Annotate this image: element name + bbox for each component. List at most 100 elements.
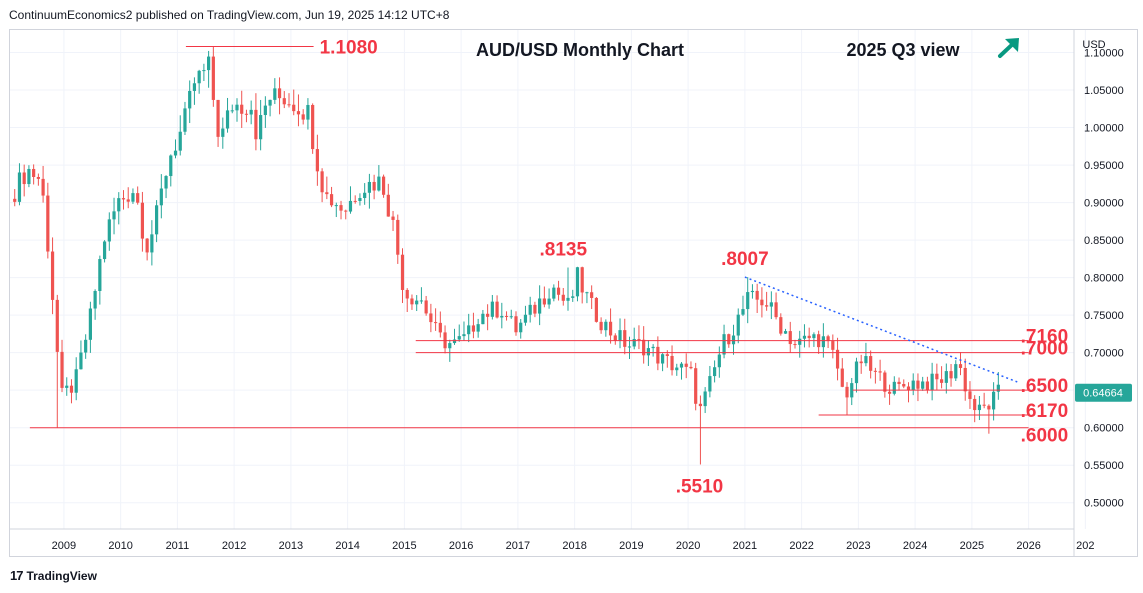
candle-body xyxy=(694,368,698,404)
candle-body xyxy=(727,334,731,345)
candle-body xyxy=(296,111,301,115)
tradingview-brand[interactable]: 17 TradingView xyxy=(10,568,97,583)
candle-body xyxy=(386,194,390,217)
candle-body xyxy=(651,346,655,349)
candle-body xyxy=(396,219,400,255)
candle-body xyxy=(731,335,736,345)
candle-body xyxy=(306,104,310,120)
candle-body xyxy=(760,299,764,306)
x-tick-label: 2018 xyxy=(562,540,586,552)
candle-body xyxy=(60,351,64,388)
candle-body xyxy=(225,110,230,129)
candle-body xyxy=(410,298,414,305)
candle-body xyxy=(859,361,863,364)
trendline xyxy=(744,276,1018,383)
candle-body xyxy=(887,391,892,394)
candle-body xyxy=(973,398,977,411)
candle-body xyxy=(670,355,674,371)
candle-body xyxy=(831,341,835,350)
x-tick-label: 2010 xyxy=(108,540,132,552)
candle-body xyxy=(845,386,849,398)
y-tick-label: 0.55000 xyxy=(1084,460,1124,472)
x-tick-label: 2020 xyxy=(676,540,700,552)
candle-body xyxy=(703,391,707,407)
x-tick-label: 2016 xyxy=(449,540,473,552)
y-tick-label: 1.10000 xyxy=(1084,48,1124,60)
candle-body xyxy=(916,380,920,389)
candle-body xyxy=(363,192,367,199)
candle-body xyxy=(448,343,452,349)
candle-body xyxy=(613,335,617,341)
candle-body xyxy=(684,363,688,367)
candle-body xyxy=(84,339,88,353)
candle-body xyxy=(268,99,272,106)
candle-body xyxy=(954,364,958,379)
candle-body xyxy=(826,336,830,342)
candle-body xyxy=(419,300,424,302)
candle-body xyxy=(169,155,173,177)
x-tick-label: 202 xyxy=(1076,540,1094,552)
candle-body xyxy=(741,309,745,315)
candle-body xyxy=(102,241,107,260)
candle-body xyxy=(679,363,684,368)
candle-body xyxy=(883,372,887,392)
x-tick-label: 2017 xyxy=(506,540,530,552)
candle-body xyxy=(259,115,263,140)
candle-body xyxy=(159,188,163,206)
candle-body xyxy=(599,321,603,331)
y-tick-label: 0.70000 xyxy=(1084,348,1124,360)
candle-body xyxy=(864,356,868,364)
candle-body xyxy=(769,302,773,307)
candle-body xyxy=(391,216,395,220)
candle-body xyxy=(774,302,778,318)
x-tick-label: 2021 xyxy=(733,540,757,552)
x-tick-label: 2024 xyxy=(903,540,927,552)
candle-body xyxy=(140,202,145,239)
candle-body xyxy=(490,301,494,317)
candle-body xyxy=(873,370,877,372)
candle-body xyxy=(807,335,811,339)
candle-body xyxy=(675,367,679,371)
candle-body xyxy=(556,287,561,295)
candle-body xyxy=(476,324,480,332)
candle-body xyxy=(325,192,329,195)
candle-body xyxy=(717,354,721,368)
candle-body xyxy=(623,330,627,347)
candle-body xyxy=(244,113,249,115)
x-tick-label: 2014 xyxy=(335,540,359,552)
candle-body xyxy=(608,321,613,336)
candle-body xyxy=(197,70,201,84)
candle-body xyxy=(211,56,215,100)
time-scale[interactable]: 2009 2010 2011 2012 2013 2014 2015 2016 2017 2018… xyxy=(52,540,1095,552)
extreme-label: .8135 xyxy=(540,239,588,260)
candle-body xyxy=(46,195,50,252)
candle-body xyxy=(992,391,996,410)
chart-pane[interactable] xyxy=(9,29,1138,557)
candle-body xyxy=(282,98,286,105)
candle-body xyxy=(230,110,234,112)
candle-body xyxy=(353,200,357,202)
candle-body xyxy=(367,181,371,193)
candle-body xyxy=(65,385,69,388)
candle-body xyxy=(254,109,258,140)
candle-body xyxy=(277,88,282,99)
chart-title: AUD/USD Monthly Chart xyxy=(476,40,684,60)
candle-body xyxy=(821,336,825,348)
candle-body xyxy=(372,181,376,191)
candle-body xyxy=(240,104,244,114)
candle-body xyxy=(221,128,225,137)
candle-body xyxy=(977,404,982,411)
candle-body xyxy=(173,150,178,156)
candle-body xyxy=(968,391,972,399)
y-tick-label: 0.90000 xyxy=(1084,198,1124,210)
level-lines xyxy=(29,46,1029,429)
candle-body xyxy=(377,176,381,191)
price-scale[interactable]: 0.500000.550000.600000.650000.700000.750… xyxy=(1084,48,1124,510)
candles xyxy=(13,46,1000,465)
candle-body xyxy=(698,403,703,407)
candle-body xyxy=(452,339,457,344)
extreme-label: .5510 xyxy=(676,476,724,497)
candle-body xyxy=(798,338,802,345)
candle-body xyxy=(202,70,206,72)
